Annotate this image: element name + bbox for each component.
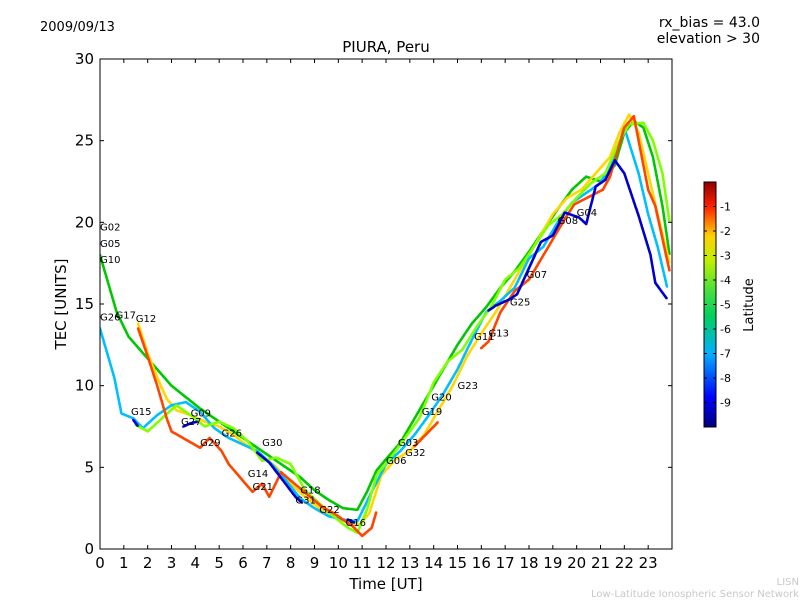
date-label: 2009/09/13 xyxy=(40,20,115,35)
satellite-label: G32 xyxy=(405,448,425,459)
y-tick-label: 5 xyxy=(84,458,94,476)
y-tick-label: 30 xyxy=(75,50,94,68)
satellite-label: G19 xyxy=(422,407,442,418)
data-point xyxy=(374,511,378,514)
x-tick-label: 1 xyxy=(119,554,129,572)
satellite-label: G13 xyxy=(488,329,508,340)
satellite-label: G10 xyxy=(100,255,120,266)
satellite-label: G04 xyxy=(577,208,597,219)
satellite-label: G02 xyxy=(100,223,120,234)
series-s3 xyxy=(100,126,669,523)
colorbar-tick-label: -4 xyxy=(720,274,731,287)
x-tick-label: 12 xyxy=(376,554,395,572)
colorbar-tick-label: -3 xyxy=(720,250,731,263)
chart-title: PIURA, Peru xyxy=(342,38,429,56)
x-tick-label: 9 xyxy=(310,554,320,572)
colorbar-tick-label: -1 xyxy=(720,201,731,214)
satellite-label: G12 xyxy=(136,314,156,325)
satellite-label: G07 xyxy=(527,270,547,281)
satellite-label: G14 xyxy=(248,469,268,480)
satellite-label: G23 xyxy=(458,381,478,392)
satellite-label: G21 xyxy=(253,482,273,493)
satellite-label: G26 xyxy=(222,428,242,439)
x-tick-label: 10 xyxy=(329,554,348,572)
x-tick-label: 19 xyxy=(543,554,562,572)
x-tick-label: 13 xyxy=(400,554,419,572)
x-tick-label: 17 xyxy=(496,554,515,572)
x-tick-label: 2 xyxy=(143,554,153,572)
satellite-label: G16 xyxy=(345,518,365,529)
x-tick-label: 6 xyxy=(238,554,248,572)
x-tick-label: 15 xyxy=(448,554,467,572)
y-tick-label: 20 xyxy=(75,213,94,231)
colorbar-tick-label: -7 xyxy=(720,348,731,361)
x-tick-label: 3 xyxy=(167,554,177,572)
x-tick-label: 21 xyxy=(591,554,610,572)
colorbar-tick-label: -9 xyxy=(720,397,731,410)
data-point xyxy=(436,421,439,424)
x-axis-label: Time [UT] xyxy=(348,575,422,593)
rx-bias-label: rx_bias = 43.0 xyxy=(659,15,760,31)
colorbar-label: Latitude xyxy=(742,278,757,332)
x-tick-label: 7 xyxy=(262,554,272,572)
satellite-label: G20 xyxy=(431,392,451,403)
data-point xyxy=(136,424,139,427)
satellite-label: G29 xyxy=(200,438,220,449)
x-tick-label: 18 xyxy=(519,554,538,572)
x-tick-label: 22 xyxy=(615,554,634,572)
satellite-label: G15 xyxy=(131,407,151,418)
x-tick-label: 16 xyxy=(472,554,491,572)
data-point xyxy=(668,268,671,272)
y-tick-label: 15 xyxy=(75,295,94,313)
x-tick-label: 0 xyxy=(95,554,105,572)
y-tick-label: 10 xyxy=(75,377,94,395)
series-layer xyxy=(100,113,671,538)
data-point xyxy=(665,296,668,300)
colorbar-tick-label: -2 xyxy=(720,225,731,238)
satellite-label: G25 xyxy=(510,298,530,309)
plot-area xyxy=(100,59,672,549)
satellite-label: G22 xyxy=(319,505,339,516)
network-credit: Low-Latitude Ionospheric Sensor Network xyxy=(591,589,799,600)
x-tick-label: 4 xyxy=(191,554,201,572)
y-tick-label: 0 xyxy=(84,540,94,558)
satellite-label: G27 xyxy=(181,417,201,428)
x-tick-label: 23 xyxy=(639,554,658,572)
data-point xyxy=(665,285,669,288)
x-tick-label: 8 xyxy=(286,554,296,572)
x-tick-label: 11 xyxy=(353,554,372,572)
colorbar-tick-label: -5 xyxy=(720,299,731,312)
x-tick-label: 14 xyxy=(424,554,443,572)
satellite-label: G06 xyxy=(386,456,406,467)
x-tick-label: 20 xyxy=(567,554,586,572)
y-tick-label: 25 xyxy=(75,132,94,150)
satellite-label: G08 xyxy=(558,216,578,227)
satellite-label: G05 xyxy=(100,239,120,250)
elevation-label: elevation > 30 xyxy=(657,31,760,47)
colorbar-tick-label: -6 xyxy=(720,323,731,336)
satellite-label: G17 xyxy=(115,311,135,322)
x-tick-label: 5 xyxy=(214,554,224,572)
satellite-label: G31 xyxy=(295,495,315,506)
satellite-label: G30 xyxy=(262,438,282,449)
colorbar-tick-label: -8 xyxy=(720,372,731,385)
lisn-credit: LISN xyxy=(777,577,799,588)
y-axis-label: TEC [UNITS] xyxy=(52,259,70,351)
